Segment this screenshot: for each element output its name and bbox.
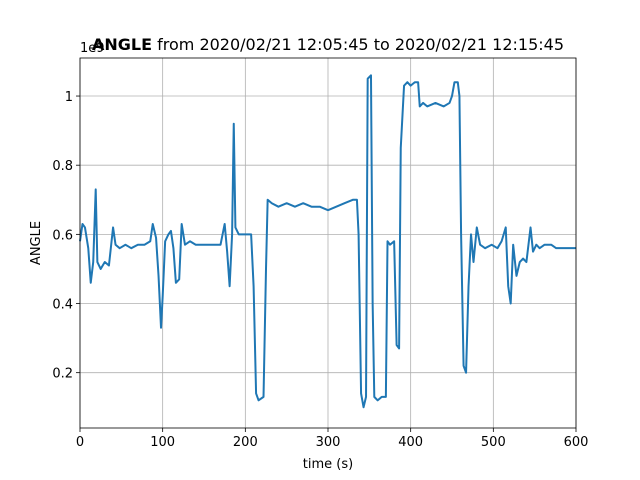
x-tick-label: 0 (76, 435, 84, 450)
title-rest: from 2020/02/21 12:05:45 to 2020/02/21 1… (152, 35, 564, 54)
x-tick-label: 200 (233, 435, 258, 450)
y-tick-label: 0.4 (52, 298, 73, 313)
chart-title: ANGLE from 2020/02/21 12:05:45 to 2020/0… (92, 35, 564, 54)
y-tick-label: 0.2 (52, 367, 73, 382)
y-axis-label: ANGLE (29, 221, 44, 265)
x-tick-label: 600 (564, 435, 589, 450)
y-tick-label: 1 (65, 90, 73, 105)
title-bold: ANGLE (92, 35, 152, 54)
data-line (79, 74, 576, 409)
offset-label: 1e9 (80, 41, 105, 56)
x-tick-label: 500 (481, 435, 506, 450)
x-tick-label: 300 (316, 435, 341, 450)
y-tick-label: 0.8 (52, 159, 73, 174)
x-tick-label: 100 (150, 435, 175, 450)
x-axis-label: time (s) (303, 457, 353, 472)
x-tick-label: 400 (398, 435, 423, 450)
plot-frame (79, 57, 577, 429)
y-tick-label: 0.6 (52, 228, 73, 243)
